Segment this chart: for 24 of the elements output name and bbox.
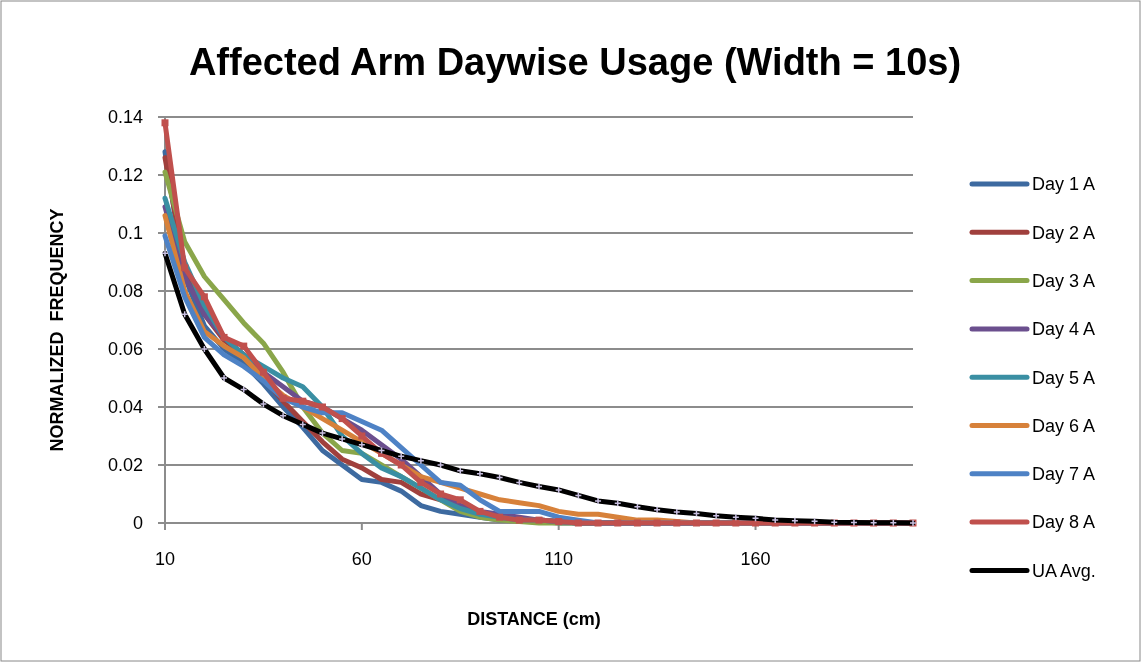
y-tick-label: 0.04 <box>107 397 143 418</box>
legend-label: Day 3 A <box>1032 270 1096 291</box>
x-tick-label: 10 <box>154 549 176 569</box>
y-tick-label: 0.02 <box>107 455 143 476</box>
legend-label: Day 7 A <box>1032 464 1096 485</box>
y-tick-label: 0 <box>132 513 143 534</box>
y-tick-label: 0.14 <box>107 107 143 128</box>
chart-title: Affected Arm Daywise Usage (Width = 10s) <box>188 41 962 83</box>
y-tick-label: 0.08 <box>107 281 143 302</box>
x-tick-label: 160 <box>740 549 771 569</box>
y-tick-label: 0.06 <box>107 339 143 360</box>
x-tick-label: 60 <box>351 549 372 569</box>
y-tick-label: 0.1 <box>117 223 143 244</box>
x-axis-title: DISTANCE (cm) <box>467 609 601 629</box>
legend-label: Day 1 A <box>1032 174 1096 195</box>
legend-label: Day 5 A <box>1032 367 1096 388</box>
legend-label: Day 4 A <box>1032 319 1096 340</box>
legend-label: Day 2 A <box>1032 222 1096 243</box>
x-tick-label: 110 <box>544 549 574 569</box>
y-tick-label: 0.12 <box>107 165 143 186</box>
legend-label: UA Avg. <box>1032 560 1096 581</box>
y-axis-title: NORMALIZED FREQUENCY <box>47 208 67 452</box>
legend-label: Day 8 A <box>1032 512 1096 533</box>
legend-label: Day 6 A <box>1032 415 1096 436</box>
